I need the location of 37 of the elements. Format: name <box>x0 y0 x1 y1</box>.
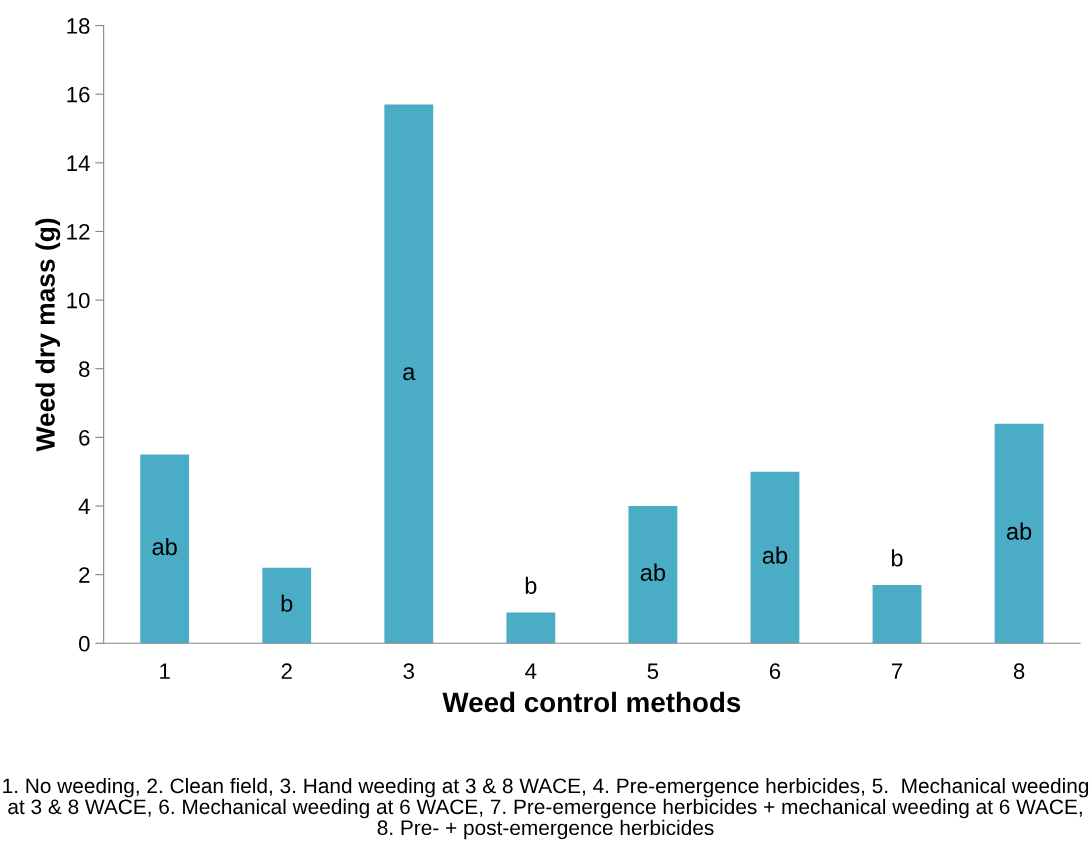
annotation: b <box>891 549 903 567</box>
x-tick-label: 4 <box>525 663 537 679</box>
x-tick-label: 6 <box>769 663 781 680</box>
bar <box>872 584 922 644</box>
annotation: ab <box>1006 522 1032 540</box>
y-tick-label: 10 <box>67 292 90 309</box>
y-tick-label: 0 <box>78 635 90 652</box>
annotation: ab <box>762 546 788 564</box>
x-tick-label: 7 <box>891 663 903 679</box>
y-tick-label: 4 <box>78 498 90 515</box>
bar <box>384 104 434 644</box>
y-tick-label: 2 <box>79 567 90 583</box>
y-tick-label: 18 <box>67 18 90 34</box>
x-tick-label: 1 <box>160 663 170 679</box>
bar <box>628 505 678 644</box>
x-axis-title: Weed control methods <box>442 691 741 713</box>
y-axis-title: Weed dry mass (g) <box>35 218 61 452</box>
annotation: ab <box>640 563 666 581</box>
bar <box>140 454 190 644</box>
annotation: a <box>403 367 416 381</box>
x-tick-label: 8 <box>1013 663 1025 680</box>
annotation: b <box>281 594 293 612</box>
x-tick-label: 2 <box>281 663 292 679</box>
annotation: b <box>525 576 537 595</box>
y-tick-label: 6 <box>79 429 90 446</box>
annotation: ab <box>152 537 177 556</box>
y-tick-label: 16 <box>67 86 90 103</box>
bar <box>994 423 1044 644</box>
bar <box>506 612 556 644</box>
y-tick-label: 14 <box>67 155 90 171</box>
x-tick-label: 3 <box>403 663 414 680</box>
bar <box>262 567 312 644</box>
y-tick-label: 8 <box>79 361 90 377</box>
bar <box>750 471 800 644</box>
x-tick-label: 5 <box>647 663 659 680</box>
y-tick-label: 12 <box>67 223 90 240</box>
text: 1. No weeding, 2. Clean field, 3. Hand weeding at 3 & 8 WACE, 4. Pre-emergence herbicides, 5. Mechanical weeding at 3 & 8 WACE, 6. Mechanical weeding at 6 WACE, 7. Pre-emergence herbicides + mechanical weeding at 6 WACE, 8. Pre- + post-emergence herbicides <box>3 777 1089 840</box>
